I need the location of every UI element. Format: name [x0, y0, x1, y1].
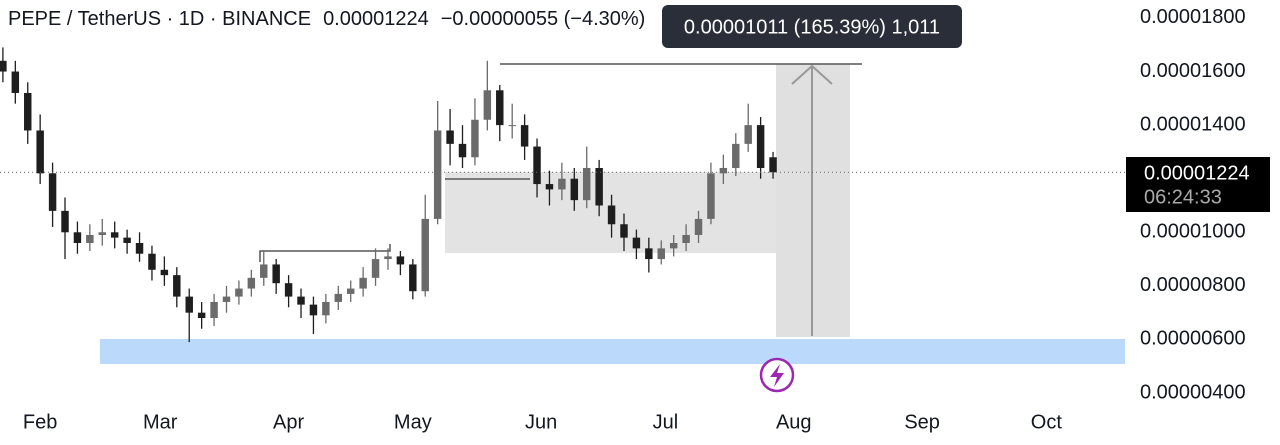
candle-body — [409, 264, 417, 292]
candle-body — [48, 173, 57, 211]
countdown: 06:24:33 — [1144, 186, 1222, 208]
candle-body — [520, 125, 529, 147]
candle-body — [607, 205, 616, 225]
candle-body — [433, 130, 442, 219]
candle-body — [732, 143, 740, 168]
candle-body — [322, 301, 330, 316]
candle-body — [645, 248, 653, 260]
candle-body — [769, 157, 777, 173]
y-tick-label: 0.00001600 — [1140, 60, 1246, 82]
x-tick-label: Aug — [776, 411, 812, 433]
candle-body — [24, 92, 32, 131]
candle-body — [632, 237, 641, 249]
candle-body — [86, 234, 94, 244]
candle-body — [533, 146, 541, 185]
candle-body — [620, 224, 628, 238]
candle-body — [595, 167, 603, 206]
candle-body — [657, 248, 665, 260]
candle-body — [446, 130, 454, 144]
candle-body — [669, 243, 678, 249]
candle-body — [744, 125, 752, 144]
candle-body — [458, 143, 467, 158]
candle-body — [346, 288, 355, 294]
measure-label: 0.00001011 (165.39%) 1,011 — [684, 16, 940, 38]
candle-body — [582, 167, 591, 201]
y-tick-label: 0.00000800 — [1140, 274, 1246, 296]
candle-body — [707, 173, 715, 219]
header-price: 0.00001224 — [323, 8, 429, 30]
x-axis: Feb Mar Apr May Jun Jul Aug Sep Oct — [23, 411, 1062, 433]
candle-body — [570, 178, 579, 201]
measure-arrow-head — [791, 64, 833, 85]
x-tick-label: Jul — [653, 411, 679, 433]
candle-body — [384, 256, 392, 260]
event-bolt — [770, 364, 784, 387]
candle-body — [148, 253, 156, 270]
candle-body — [496, 90, 504, 126]
candle-body — [421, 218, 429, 292]
candle-body — [173, 275, 181, 297]
candle-body — [545, 184, 554, 190]
candle-body — [371, 259, 380, 278]
candle-body — [719, 167, 728, 174]
measure-tooltip — [662, 5, 962, 48]
y-tick-label: 0.00001800 — [1140, 6, 1246, 28]
x-tick-label: Mar — [143, 411, 178, 433]
candle-body — [334, 293, 343, 302]
candle-body — [260, 264, 268, 278]
candle-body — [73, 232, 82, 244]
candles — [0, 47, 777, 343]
y-tick-label: 0.00000400 — [1140, 381, 1246, 403]
candle-body — [160, 269, 169, 276]
candle-body — [123, 237, 131, 244]
candle-body — [682, 234, 690, 244]
candle-body — [359, 277, 367, 289]
candle-body — [197, 312, 206, 319]
candle-body — [11, 71, 20, 93]
y-axis: 0.00001800 0.00001600 0.00001400 0.00001000… — [1140, 6, 1246, 403]
candle-body — [247, 277, 256, 289]
y-tick-label: 0.00001400 — [1140, 113, 1246, 135]
candle-body — [0, 60, 7, 72]
candle-body — [558, 178, 566, 190]
support-zone — [100, 339, 1125, 364]
range-line — [259, 244, 391, 262]
candle-body — [309, 304, 318, 316]
candle-body — [508, 125, 516, 127]
candle-body — [284, 283, 293, 297]
candle-body — [98, 232, 106, 235]
candle-body — [36, 130, 44, 174]
candle-body — [471, 119, 479, 158]
candle-body — [235, 288, 243, 297]
x-tick-label: Jun — [525, 411, 557, 433]
candle-body — [61, 210, 69, 233]
header: PEPE / TetherUS · 1D · BINANCE 0.00001224… — [8, 8, 645, 30]
candle-body — [110, 232, 119, 238]
price-badge — [1126, 157, 1270, 212]
x-tick-label: Sep — [904, 411, 940, 433]
x-tick-label: Feb — [23, 411, 57, 433]
y-tick-label: 0.00000600 — [1140, 328, 1246, 350]
candle-body — [396, 256, 405, 265]
symbol: PEPE / TetherUS · 1D · BINANCE — [8, 8, 311, 30]
candle-body — [210, 301, 218, 319]
candle-body — [694, 218, 703, 235]
x-tick-label: Oct — [1031, 411, 1063, 433]
header-change: −0.00000055 (−4.30%) — [441, 8, 646, 30]
price-badge-label: 0.00001224 — [1144, 162, 1250, 184]
candle-body — [483, 90, 492, 120]
candle-body — [135, 243, 144, 254]
candle-body — [185, 296, 193, 313]
y-tick-label: 0.00001000 — [1140, 221, 1246, 243]
x-tick-label: Apr — [273, 411, 304, 433]
candle-body — [272, 264, 280, 284]
x-tick-label: May — [394, 411, 432, 433]
candle-body — [222, 296, 231, 302]
candle-body — [297, 296, 305, 305]
candle-body — [756, 125, 765, 168]
